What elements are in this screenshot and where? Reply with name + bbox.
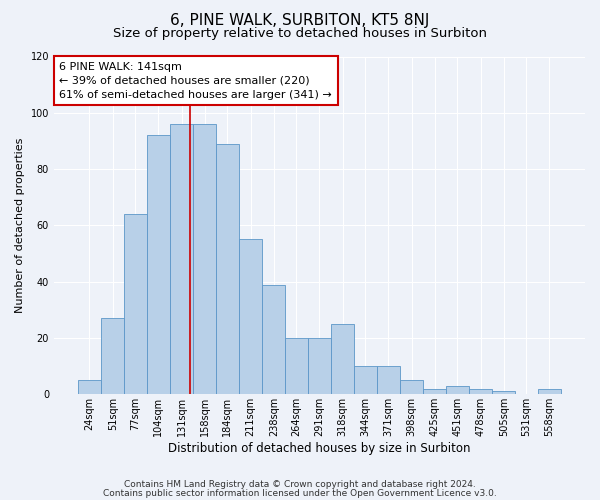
Bar	[101, 318, 124, 394]
Bar	[193, 124, 217, 394]
Bar	[400, 380, 423, 394]
Bar	[424, 388, 446, 394]
Bar	[446, 386, 469, 394]
Bar	[262, 284, 285, 395]
Bar	[285, 338, 308, 394]
Bar	[469, 388, 492, 394]
Bar	[331, 324, 354, 394]
Bar	[493, 392, 515, 394]
Bar	[124, 214, 146, 394]
Bar	[377, 366, 400, 394]
Text: Size of property relative to detached houses in Surbiton: Size of property relative to detached ho…	[113, 28, 487, 40]
Text: Contains HM Land Registry data © Crown copyright and database right 2024.: Contains HM Land Registry data © Crown c…	[124, 480, 476, 489]
Bar	[78, 380, 101, 394]
Text: 6, PINE WALK, SURBITON, KT5 8NJ: 6, PINE WALK, SURBITON, KT5 8NJ	[170, 12, 430, 28]
Y-axis label: Number of detached properties: Number of detached properties	[15, 138, 25, 313]
Bar	[239, 240, 262, 394]
Bar	[538, 388, 561, 394]
Bar	[308, 338, 331, 394]
Bar	[170, 124, 193, 394]
Text: Contains public sector information licensed under the Open Government Licence v3: Contains public sector information licen…	[103, 488, 497, 498]
Bar	[216, 144, 239, 395]
Text: 6 PINE WALK: 141sqm
← 39% of detached houses are smaller (220)
61% of semi-detac: 6 PINE WALK: 141sqm ← 39% of detached ho…	[59, 62, 332, 100]
X-axis label: Distribution of detached houses by size in Surbiton: Distribution of detached houses by size …	[168, 442, 471, 455]
Bar	[353, 366, 377, 394]
Bar	[147, 136, 170, 394]
